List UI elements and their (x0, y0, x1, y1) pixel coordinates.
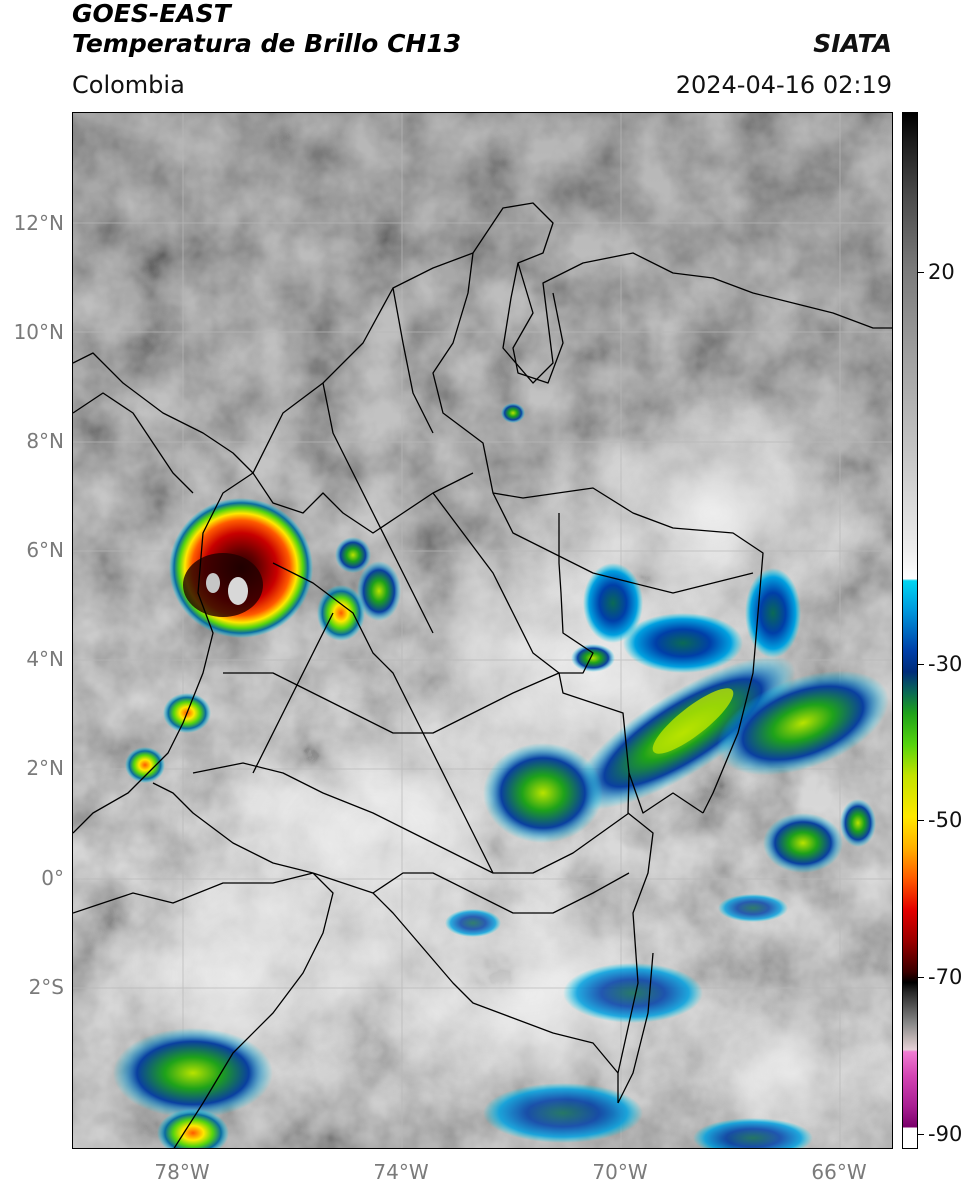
lat-label-12n: 12°N (13, 211, 64, 235)
colorbar-label-minus90: -90 (928, 1122, 963, 1146)
colorbar-label-minus50: -50 (928, 808, 963, 832)
colombia-ecuador-border (152, 782, 314, 874)
departments-3 (322, 382, 434, 634)
departments-4 (392, 287, 434, 434)
colorbar-tick (918, 977, 924, 978)
storm-cell-east (717, 670, 889, 776)
colombia-peru-border (312, 872, 619, 1074)
lon-label-66w: 66°W (811, 1160, 867, 1184)
storm-cell-meta (483, 743, 603, 843)
lon-label-70w: 70°W (592, 1160, 648, 1184)
product-title: Temperatura de Brillo CH13 (72, 29, 462, 58)
satellite-title: GOES-EAST (72, 0, 231, 28)
datetime-label: 2024-04-16 02:19 (675, 71, 892, 99)
colorbar-tick (918, 1134, 924, 1135)
region-label: Colombia (72, 71, 185, 99)
departments-8 (372, 872, 630, 914)
panama-coast (73, 392, 194, 494)
departments-2 (272, 562, 494, 874)
map-canvas (73, 113, 892, 1148)
colorbar-tick (918, 272, 924, 273)
departments-5 (223, 672, 560, 734)
departments-9 (252, 612, 334, 774)
departments-10 (492, 492, 754, 594)
gulf-of-venezuela (512, 262, 564, 384)
departments-1 (252, 472, 474, 534)
brazil-peru (617, 952, 654, 1104)
lat-label-0: 0° (41, 866, 64, 890)
convective-cells (113, 403, 889, 1148)
departments-7 (432, 492, 560, 674)
storm-cell-ecuador (113, 1028, 273, 1118)
lat-label-8n: 8°N (26, 429, 64, 453)
departments-6 (192, 762, 630, 874)
lat-label-4n: 4°N (26, 647, 64, 671)
colorbar-label-minus30: -30 (928, 652, 963, 676)
venezuela-brazil-border (558, 513, 704, 814)
temperature-colorbar (902, 112, 918, 1149)
lon-label-74w: 74°W (373, 1160, 429, 1184)
coastlines-borders (73, 202, 892, 1148)
lat-label-6n: 6°N (26, 538, 64, 562)
satellite-map[interactable] (72, 112, 893, 1149)
storm-cell-tumaco (125, 747, 165, 783)
storm-cell-central-2 (357, 561, 401, 621)
lat-label-10n: 10°N (13, 320, 64, 344)
ecuador-peru-border (73, 872, 314, 914)
lat-label-2s: 2°S (28, 975, 64, 999)
storm-cell-central-3 (335, 537, 371, 573)
lon-label-78w: 78°W (154, 1160, 210, 1184)
storm-cell-central-1 (317, 585, 365, 641)
pacific-coast (73, 472, 254, 834)
storm-cell-peru (157, 1109, 229, 1148)
colombia-venezuela-border (432, 252, 764, 814)
colorbar-label-20: 20 (928, 260, 955, 284)
colombia-brazil-border (617, 772, 654, 1103)
caribbean-coast (73, 202, 892, 474)
lat-label-2n: 2°N (26, 756, 64, 780)
organization-label: SIATA (813, 29, 892, 58)
colorbar-tick (918, 664, 924, 665)
peru-south (173, 872, 334, 1148)
colorbar-label-minus70: -70 (928, 965, 963, 989)
colorbar-tick (918, 820, 924, 821)
